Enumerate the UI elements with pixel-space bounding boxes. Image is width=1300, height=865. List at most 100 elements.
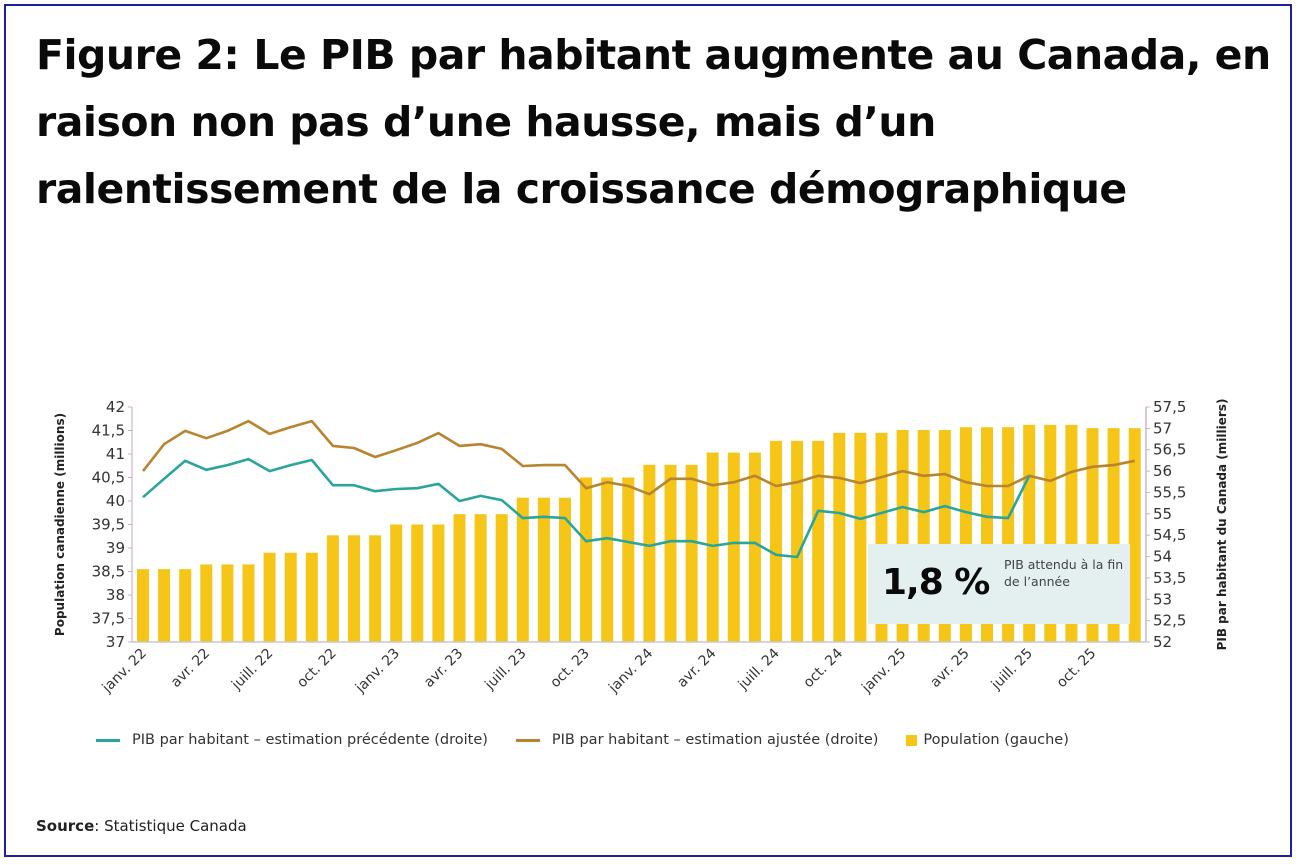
- y-right-tick-label: 54: [1153, 548, 1172, 566]
- bar-population: [495, 514, 508, 642]
- bar-population: [158, 569, 171, 642]
- legend: PIB par habitant – estimation précédente…: [96, 732, 1097, 748]
- y-left-tick-label: 38: [106, 586, 125, 604]
- y-left-tick-label: 42: [106, 398, 125, 416]
- legend-item-adjusted-estimate: PIB par habitant – estimation ajustée (d…: [515, 732, 879, 748]
- bar-population: [200, 564, 213, 642]
- y-right-tick-label: 56,5: [1153, 441, 1186, 459]
- y-left-tick-label: 39,5: [92, 516, 125, 534]
- x-tick-label: avr. 25: [927, 646, 972, 691]
- bar-population: [643, 464, 656, 642]
- y-right-tick-label: 52: [1153, 633, 1172, 651]
- y-left-tick-label: 39: [106, 539, 125, 557]
- bar-population: [770, 440, 782, 642]
- bar-population: [559, 497, 571, 642]
- bar-population: [537, 497, 550, 642]
- x-tick-label: janv. 24: [605, 645, 656, 696]
- y-right-tick-label: 53: [1153, 590, 1172, 608]
- x-tick-label: juill. 22: [228, 646, 276, 694]
- y-right-tick-label: 57: [1153, 419, 1172, 437]
- bar-population: [474, 514, 487, 642]
- y-right-tick-label: 56: [1153, 462, 1172, 480]
- bar-population: [411, 524, 424, 642]
- lines-layer: [141, 419, 1135, 559]
- bar-population: [263, 552, 276, 642]
- y-left-tick-label: 40: [106, 492, 125, 510]
- bar-population: [348, 535, 360, 642]
- bar-population: [812, 440, 825, 642]
- line-previous-estimate: [142, 457, 1031, 559]
- y-right-tick-label: 53,5: [1153, 569, 1186, 587]
- y-left-tick-label: 41: [106, 445, 125, 463]
- legend-item-previous-estimate: PIB par habitant – estimation précédente…: [96, 732, 488, 748]
- line-adjusted-estimate: [141, 419, 1135, 496]
- y-left-axis-title: Population canadienne (millions): [53, 413, 67, 636]
- bar-population: [580, 477, 593, 642]
- bar-population: [305, 552, 318, 642]
- bar-population: [664, 464, 677, 642]
- figure-number: Figure 2:: [36, 31, 240, 79]
- legend-item-population: Population (gauche): [906, 732, 1069, 748]
- bar-population: [516, 497, 529, 642]
- bar-population: [791, 440, 804, 642]
- bar-population: [748, 452, 761, 642]
- bar-population: [833, 432, 846, 642]
- annotation-text: PIB attendu à la fin de l’année: [1004, 557, 1124, 589]
- figure-frame: [4, 4, 1292, 857]
- bar-population: [221, 564, 234, 642]
- source-text: : Statistique Canada: [94, 817, 247, 835]
- bar-population: [706, 452, 719, 642]
- legend-swatch-teal: [96, 738, 120, 742]
- x-tick-label: janv. 25: [858, 646, 909, 697]
- x-tick-label: oct. 24: [801, 645, 847, 691]
- source-label: Source: [36, 817, 95, 835]
- x-tick-label: juill. 23: [481, 646, 529, 694]
- legend-label: PIB par habitant – estimation précédente…: [132, 732, 488, 748]
- legend-label: PIB par habitant – estimation ajustée (d…: [551, 732, 879, 748]
- x-tick-label: oct. 22: [294, 646, 340, 692]
- annotation-value: 1,8 %: [882, 562, 990, 603]
- bar-population: [453, 514, 466, 642]
- legend-swatch-brown: [515, 738, 540, 742]
- x-tick-label: juill. 25: [988, 646, 1036, 694]
- x-tick-label: oct. 25: [1054, 646, 1100, 692]
- x-tick-label: oct. 23: [547, 646, 593, 692]
- y-right-tick-label: 57,5: [1153, 398, 1186, 416]
- y-left-tick-label: 41,5: [92, 422, 125, 440]
- bar-population: [242, 564, 255, 642]
- x-tick-label: avr. 22: [168, 646, 213, 691]
- axes-layer: [128, 406, 1150, 643]
- x-tick-label: janv. 23: [352, 646, 403, 697]
- x-tick-label: juill. 24: [735, 645, 783, 693]
- y-left-tick-label: 40,5: [92, 469, 125, 487]
- y-right-tick-label: 52,5: [1153, 612, 1186, 630]
- annotation-callout: 1,8 % PIB attendu à la fin de l’année: [868, 544, 1130, 624]
- figure-title-text: Le PIB par habitant augmente au Canada, …: [36, 31, 1271, 213]
- bar-population: [727, 452, 740, 642]
- y-right-tick-label: 54,5: [1153, 526, 1186, 544]
- y-right-tick-label: 55: [1153, 505, 1172, 523]
- x-tick-label: avr. 24: [674, 645, 719, 690]
- legend-swatch-yellow: [906, 734, 918, 746]
- bar-population: [685, 464, 698, 642]
- bar-population: [601, 477, 614, 642]
- bar-population: [179, 569, 192, 642]
- bar-population: [284, 552, 297, 642]
- bar-population: [326, 535, 339, 642]
- bar-population: [1023, 424, 1036, 642]
- x-tick-label: janv. 22: [99, 646, 150, 697]
- bar-population: [432, 524, 445, 642]
- y-right-tick-label: 55,5: [1153, 483, 1186, 501]
- y-left-tick-label: 37,5: [92, 610, 125, 628]
- y-left-tick-label: 37: [106, 633, 125, 651]
- bar-population: [854, 432, 867, 642]
- figure-title: Figure 2: Le PIB par habitant augmente au…: [36, 22, 1276, 223]
- bar-population: [369, 535, 382, 642]
- bar-population: [622, 477, 635, 642]
- y-right-axis-title: PIB par habitant du Canada (milliers): [1215, 399, 1229, 651]
- legend-label: Population (gauche): [923, 732, 1069, 748]
- bar-population: [390, 524, 403, 642]
- x-tick-label: avr. 23: [421, 646, 466, 691]
- y-left-tick-label: 38,5: [92, 563, 125, 581]
- bar-population: [137, 569, 149, 642]
